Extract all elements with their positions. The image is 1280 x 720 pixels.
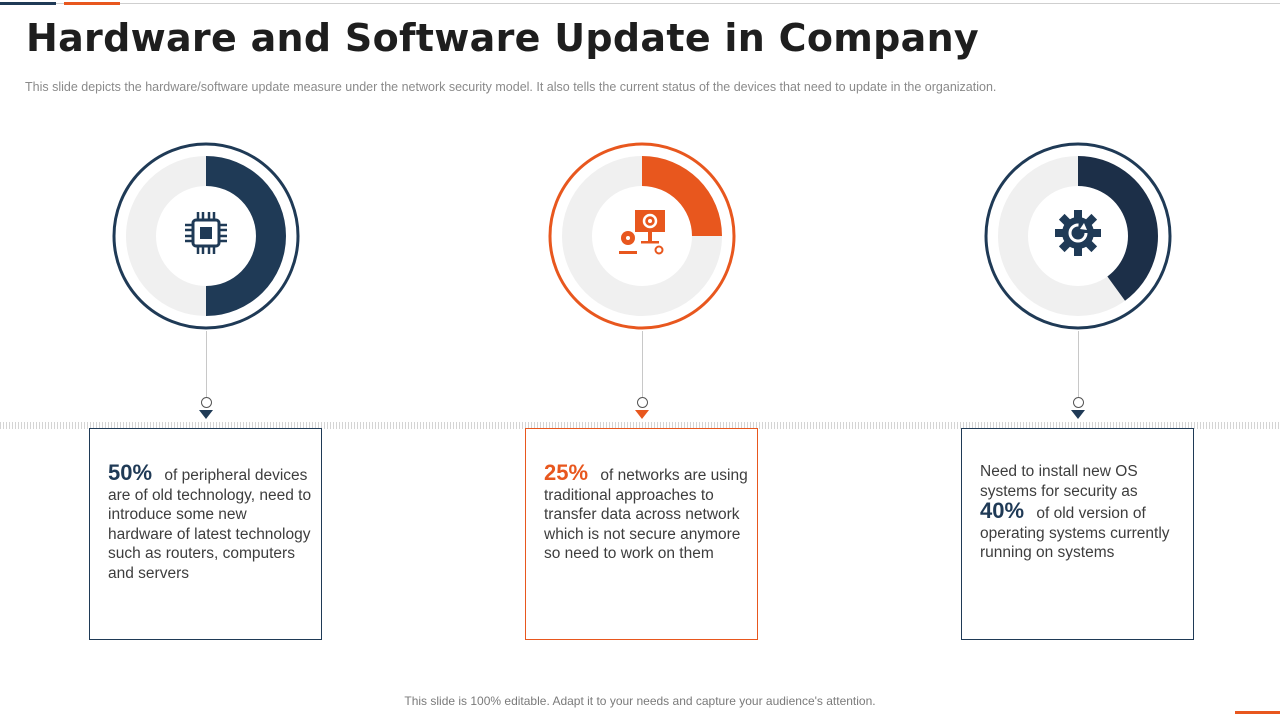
connector-line-2	[642, 331, 643, 397]
dotted-timeline	[0, 422, 1280, 429]
page-subtitle: This slide depicts the hardware/software…	[25, 80, 997, 94]
donut-progress-arc	[206, 156, 286, 316]
card-text-after-2: of networks are using traditional approa…	[544, 467, 748, 562]
gear-update-icon	[1055, 210, 1101, 256]
pin-arrow-2	[635, 410, 649, 419]
card-text-3: Need to install new OS systems for secur…	[980, 462, 1185, 563]
page-title: Hardware and Software Update in Company	[26, 16, 979, 60]
pin-ring-2	[636, 397, 648, 408]
pin-arrow-3	[1071, 410, 1085, 419]
top-rule	[0, 3, 1280, 4]
percent-value-1: 50%	[108, 460, 153, 485]
card-text-before-3: Need to install new OS systems for secur…	[980, 463, 1138, 500]
donut-progress-arc	[642, 156, 722, 236]
cpu-chip-icon	[185, 212, 227, 254]
card-text-1: 50% of peripheral devices are of old tec…	[108, 460, 313, 583]
bottom-accent	[1235, 711, 1280, 714]
pin-arrow-1	[199, 410, 213, 419]
percent-value-3: 40%	[980, 498, 1025, 523]
percent-value-2: 25%	[544, 460, 589, 485]
donut-progress-arc	[1078, 156, 1158, 301]
computer-settings-icon	[619, 210, 665, 255]
footer-note: This slide is 100% editable. Adapt it to…	[404, 694, 876, 708]
top-accent-orange	[64, 2, 120, 5]
card-text-2: 25% of networks are using traditional ap…	[544, 460, 749, 564]
donut-chart-2	[548, 142, 736, 330]
pin-ring-3	[1072, 397, 1084, 408]
connector-line-1	[206, 331, 207, 397]
info-card-3: Need to install new OS systems for secur…	[961, 428, 1194, 640]
info-card-1: 50% of peripheral devices are of old tec…	[89, 428, 322, 640]
pin-ring-1	[200, 397, 212, 408]
card-text-after-3: of old version of operating systems curr…	[980, 505, 1170, 561]
card-text-after-1: of peripheral devices are of old technol…	[108, 467, 312, 582]
connector-line-3	[1078, 331, 1079, 397]
top-accent-dark	[0, 2, 56, 5]
info-card-2: 25% of networks are using traditional ap…	[525, 428, 758, 640]
